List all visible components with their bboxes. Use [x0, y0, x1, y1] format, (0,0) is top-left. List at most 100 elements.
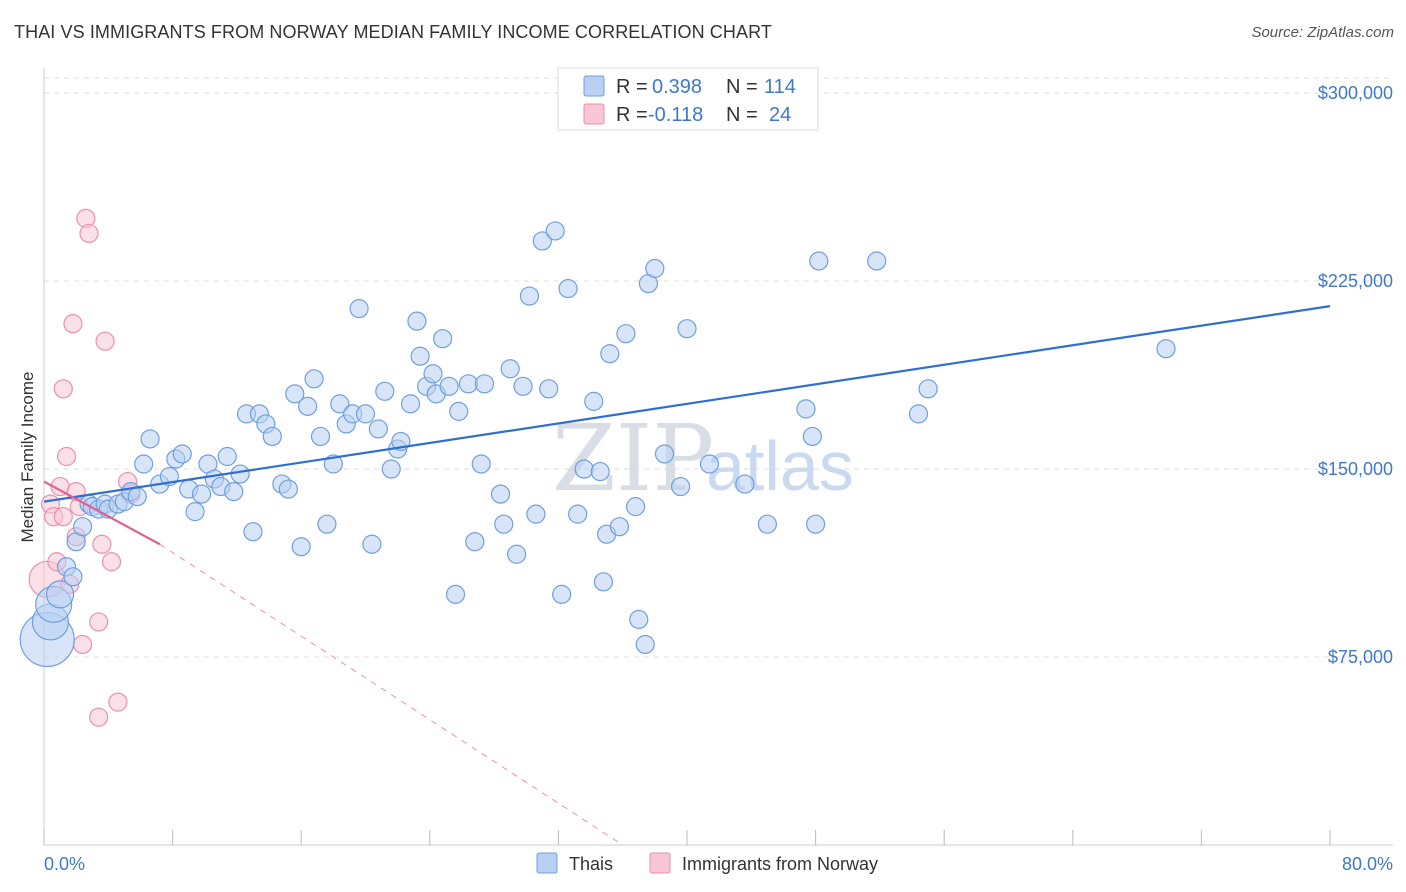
scatter-point	[368, 419, 388, 439]
scatter-point	[53, 379, 73, 399]
scatter-point	[590, 461, 610, 482]
legend-n-value-1: 114	[764, 76, 796, 98]
scatter-point	[507, 544, 527, 564]
scatter-point	[908, 404, 929, 424]
legend-r-value-2: -0.118	[648, 104, 703, 126]
scatter-point	[89, 707, 109, 727]
scatter-point	[616, 324, 636, 344]
scatter-point	[362, 534, 382, 554]
scatter-point	[310, 426, 331, 447]
watermark-zip: ZIP	[552, 405, 714, 512]
scatter-point	[629, 609, 649, 630]
y-tick-label: $75,000	[1328, 647, 1393, 667]
scatter-point	[217, 446, 237, 467]
scatter-point	[400, 394, 421, 414]
scatter-point	[433, 329, 453, 349]
scatter-point	[101, 552, 122, 572]
legend-swatch-norway	[583, 103, 605, 125]
legend: R = 0.398 N = 114 R = -0.118 N = 24	[557, 67, 819, 131]
scatter-point	[92, 534, 112, 554]
scatter-point	[593, 572, 614, 592]
grid-lines	[44, 77, 1393, 658]
legend-r-label-1: R =	[616, 76, 648, 98]
scatter-point	[317, 514, 337, 534]
bottom-legend-swatch-norway	[649, 852, 671, 874]
scatter-point	[513, 376, 533, 396]
scatter-point	[127, 487, 147, 507]
legend-swatch-thais	[583, 75, 605, 97]
scatter-point	[918, 379, 938, 399]
y-tick-label: $150,000	[1318, 459, 1393, 479]
scatter-point	[500, 359, 520, 379]
scatter-point	[56, 446, 77, 467]
scatter-point	[645, 258, 665, 279]
scatter-point	[584, 391, 604, 411]
chart-title: THAI VS IMMIGRANTS FROM NORWAY MEDIAN FA…	[14, 22, 772, 42]
legend-n-label-2: N =	[726, 104, 758, 126]
scatter-point	[494, 514, 514, 534]
scatter-point	[609, 517, 630, 537]
watermark: ZIP atlas	[552, 405, 854, 512]
scatter-point	[349, 299, 369, 319]
scatter-point	[53, 507, 73, 527]
scatter-point	[291, 537, 311, 557]
bottom-legend-swatch-thais	[536, 852, 558, 874]
scatter-point	[519, 286, 540, 306]
scatter-point	[134, 454, 154, 474]
scatter-point	[532, 231, 552, 251]
axes	[43, 68, 1393, 846]
scatter-point	[490, 484, 511, 504]
trend-lines	[43, 305, 1331, 846]
scatter-point	[285, 384, 305, 404]
scatter-point	[558, 278, 578, 299]
y-tick-label: $225,000	[1318, 271, 1393, 291]
scatter-point	[677, 319, 697, 339]
scatter-point	[757, 514, 777, 534]
y-tick-label: $300,000	[1318, 83, 1393, 103]
scatter-point	[526, 504, 546, 524]
y-axis-label: Median Family Income	[18, 371, 37, 542]
scatter-point	[191, 484, 212, 504]
y-tick-labels: $75,000 $150,000 $225,000 $300,000	[1318, 83, 1393, 667]
series-thais-points	[19, 221, 1176, 668]
scatter-point	[867, 251, 887, 271]
scatter-point	[72, 517, 93, 537]
x-tick-label-max: 80.0%	[1342, 854, 1393, 874]
bottom-legend-label-norway: Immigrants from Norway	[682, 854, 878, 874]
scatter-point	[796, 399, 816, 419]
scatter-point	[243, 522, 263, 542]
bottom-legend-label-thais: Thais	[569, 854, 613, 874]
scatter-point	[805, 514, 826, 534]
scatter-point	[323, 454, 343, 474]
scatter-point	[172, 444, 192, 464]
scatter-point	[298, 396, 318, 416]
scatter-point	[410, 346, 430, 366]
scatter-point	[539, 379, 559, 399]
scatter-point	[381, 459, 401, 479]
legend-r-value-1: 0.398	[652, 76, 702, 98]
bottom-legend: Thais Immigrants from Norway	[536, 852, 878, 874]
scatter-point	[95, 331, 115, 351]
trend-line-norway-extension	[159, 543, 623, 846]
scatter-point	[735, 474, 755, 494]
scatter-point	[230, 464, 250, 484]
scatter-point	[375, 381, 395, 401]
legend-n-label-1: N =	[726, 76, 758, 98]
scatter-point	[449, 401, 469, 421]
scatter-point	[185, 502, 205, 522]
trend-line-norway	[43, 480, 161, 546]
scatter-point	[423, 364, 443, 384]
scatter-point	[72, 634, 93, 655]
scatter-point	[224, 481, 244, 502]
scatter-point	[63, 567, 83, 587]
scatter-point	[262, 426, 282, 447]
scatter-point	[809, 251, 829, 271]
scatter-point	[552, 584, 572, 604]
scatter-point	[304, 369, 324, 389]
legend-n-value-2: 24	[769, 104, 791, 126]
scatter-point	[802, 426, 822, 447]
scatter-point	[355, 404, 376, 424]
scatter-point	[699, 454, 720, 474]
scatter-point	[600, 344, 620, 364]
scatter-point	[89, 612, 109, 632]
